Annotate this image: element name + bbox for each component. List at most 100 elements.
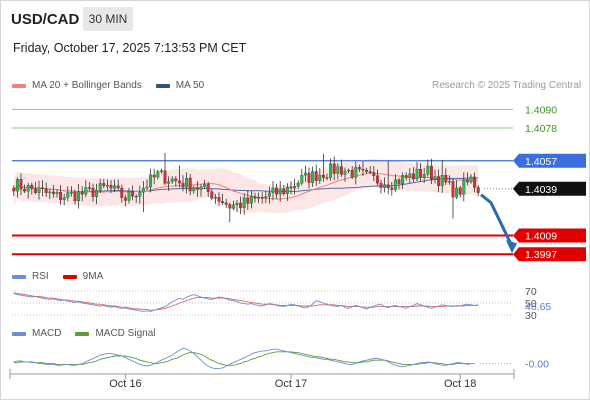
candle-body (116, 185, 120, 189)
candle-body (347, 169, 351, 172)
candle (264, 190, 268, 204)
macd-signal-swatch (75, 331, 90, 336)
candle-body (51, 191, 55, 194)
candle (228, 202, 232, 223)
candle-body (77, 191, 81, 202)
candle (458, 185, 462, 198)
candle (375, 169, 379, 186)
rsi-last-value: 46.65 (525, 301, 551, 313)
level-label-1.3997: 1.3997 (525, 249, 557, 261)
timeframe-button[interactable]: 30 MIN (83, 7, 133, 31)
candle (339, 159, 343, 177)
candle-body (120, 187, 124, 198)
candle (307, 167, 311, 189)
candle (116, 179, 120, 190)
candle (156, 169, 160, 180)
candle (239, 196, 243, 215)
candle-body (282, 188, 286, 194)
ma50-line (13, 177, 479, 193)
candle (372, 165, 376, 182)
candle (87, 181, 91, 191)
candle-body (350, 169, 354, 178)
candle (393, 174, 397, 192)
candle-body (422, 174, 426, 178)
candle-body (249, 196, 253, 204)
candle (127, 187, 131, 204)
candle (289, 180, 293, 195)
candle (336, 163, 340, 180)
candle-body (170, 178, 174, 182)
candle-body (368, 171, 372, 173)
candle (109, 180, 113, 194)
candle (66, 186, 70, 202)
forecast-arrow-head (506, 240, 517, 254)
candle-body (339, 166, 343, 175)
candle-body (455, 187, 459, 198)
candle-body (300, 175, 304, 184)
candle (429, 158, 433, 185)
candle (95, 183, 99, 205)
candle (44, 182, 48, 198)
candle-body (314, 171, 318, 181)
candle (473, 172, 477, 193)
level-tag-bg (513, 228, 586, 243)
level-label-1.4039: 1.4039 (525, 184, 557, 196)
candle-body (476, 187, 480, 193)
ma20-line (13, 172, 479, 200)
candle-body (318, 174, 322, 181)
candle (390, 181, 394, 196)
candle-body (66, 192, 70, 198)
candle-body (48, 191, 52, 194)
candle-body (113, 185, 117, 189)
candles (12, 153, 480, 223)
candle-body (411, 173, 415, 180)
time-label-Oct 18: Oct 18 (444, 378, 476, 390)
candle (408, 168, 412, 184)
candle (231, 200, 235, 211)
rsi-legend-label: RSI (32, 271, 49, 282)
candle-body (210, 191, 214, 199)
candle (282, 184, 286, 196)
candle-body (426, 165, 430, 175)
macd-legend: MACD MACD Signal (12, 328, 155, 339)
candle-body (462, 179, 466, 195)
candle (437, 169, 441, 193)
level-tag-1.4057: 1.4057 (513, 153, 586, 168)
candle-body (109, 185, 113, 189)
candle-body (235, 202, 239, 206)
candle-body (271, 187, 275, 193)
level-label-1.4057: 1.4057 (525, 156, 557, 168)
candle-body (433, 176, 437, 180)
datetime-label: Friday, October 17, 2025 7:13:53 PM CET (13, 41, 247, 55)
candle (105, 179, 109, 191)
candle-body (131, 191, 135, 197)
candle-body (293, 186, 297, 189)
candle-body (203, 184, 207, 187)
candle (383, 177, 387, 193)
candle-body (174, 178, 178, 182)
candle-body (69, 192, 73, 194)
candle (257, 192, 261, 204)
candle (185, 172, 189, 194)
candle (170, 176, 174, 185)
candle (15, 177, 19, 198)
macd-signal-line (13, 351, 471, 366)
candle (426, 159, 430, 177)
level-tag-bg (513, 181, 586, 196)
candle-body (354, 167, 358, 178)
candle (314, 164, 318, 186)
candle-body (311, 171, 315, 183)
rsi-tick-70: 70 (525, 286, 537, 298)
candle-body (84, 187, 88, 195)
candle-body (195, 187, 199, 190)
candle (368, 166, 372, 175)
candle-body (473, 176, 477, 188)
candle (91, 183, 95, 202)
candle-body (44, 188, 48, 194)
candle (332, 156, 336, 181)
candle (361, 161, 365, 177)
candle (188, 174, 192, 196)
candle-body (332, 163, 336, 174)
candle-body (134, 195, 138, 198)
